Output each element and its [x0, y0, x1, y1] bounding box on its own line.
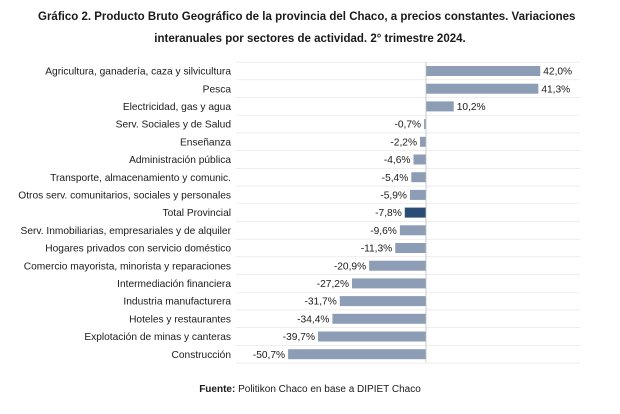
value-label-0: 42,0%	[543, 67, 572, 78]
bar-9	[399, 225, 426, 236]
chart-title-line-2: interanuales por sectores de actividad. …	[154, 33, 466, 45]
bar-7	[409, 189, 426, 200]
bar-6	[411, 172, 426, 183]
bar-10	[395, 243, 426, 253]
category-label-12: Intermediación financiera	[117, 279, 231, 290]
source-text: Politikon Chaco en base a DIPIET Chaco	[235, 384, 421, 395]
value-label-9: -9,6%	[370, 226, 397, 237]
chart-title-line-1: Gráfico 2. Producto Bruto Geográfico de …	[38, 11, 576, 23]
source-note: Fuente: Politikon Chaco en base a DIPIET…	[0, 384, 620, 395]
value-label-1: 41,3%	[541, 84, 570, 95]
value-label-6: -5,4%	[382, 173, 409, 184]
bar-3	[424, 119, 426, 130]
bar-0	[426, 66, 541, 76]
value-label-14: -34,4%	[297, 314, 329, 325]
bar-16	[288, 349, 426, 360]
bars	[288, 66, 541, 360]
value-label-16: -50,7%	[253, 350, 285, 361]
value-label-4: -2,2%	[390, 137, 417, 148]
category-label-9: Serv. Inmobiliarias, empresariales y de …	[21, 226, 232, 237]
category-label-0: Agricultura, ganadería, caza y silvicult…	[45, 67, 231, 78]
category-label-11: Comercio mayorista, minorista y reparaci…	[24, 261, 231, 272]
bar-1	[426, 83, 539, 94]
value-label-5: -4,6%	[384, 155, 411, 166]
category-label-6: Transporte, almacenamiento y comunic.	[50, 173, 231, 184]
value-labels: 42,0% 41,3% 10,2% -0,7% -2,2% -4,6% -5,4% -5,9%…	[253, 67, 572, 361]
bar-4	[420, 136, 426, 147]
category-label-13: Industria manufacturera	[123, 297, 231, 308]
category-label-7: Otros serv. comunitarios, sociales y per…	[18, 191, 231, 202]
bar-15	[318, 331, 426, 342]
category-label-4: Enseñanza	[180, 137, 231, 148]
value-label-2: 10,2%	[457, 102, 486, 113]
bar-12	[352, 278, 426, 289]
category-label-14: Hoteles y restaurantes	[129, 314, 231, 325]
category-label-3: Serv. Sociales y de Salud	[116, 120, 232, 131]
value-label-11: -20,9%	[334, 261, 366, 272]
category-label-5: Administración pública	[129, 155, 231, 166]
category-labels: Agricultura, ganadería, caza y silvicult…	[18, 67, 231, 361]
category-label-2: Electricidad, gas y agua	[123, 102, 231, 113]
bar-2	[426, 101, 454, 112]
bar-14	[332, 313, 426, 324]
category-label-10: Hogares privados con servicio doméstico	[45, 244, 231, 255]
bar-5	[413, 154, 426, 165]
category-label-16: Construcción	[172, 350, 231, 361]
bar-chart: Agricultura, ganadería, caza y silvicult…	[18, 61, 580, 364]
source-label: Fuente:	[199, 384, 236, 395]
category-label-15: Explotación de minas y canteras	[84, 332, 231, 343]
value-label-3: -0,7%	[394, 120, 421, 131]
bar-13	[339, 296, 426, 307]
value-label-8: -7,8%	[375, 208, 402, 219]
value-label-12: -27,2%	[317, 279, 349, 290]
category-label-1: Pesca	[203, 84, 232, 95]
bar-11	[369, 260, 426, 271]
value-label-10: -11,3%	[361, 244, 393, 255]
value-label-15: -39,7%	[283, 332, 315, 343]
grid-lines	[236, 61, 580, 364]
bar-8	[404, 207, 426, 218]
value-label-7: -5,9%	[380, 191, 407, 202]
value-label-13: -31,7%	[304, 297, 336, 308]
chart-title: Gráfico 2. Producto Bruto Geográfico de …	[20, 6, 600, 50]
category-label-8: Total Provincial	[162, 208, 231, 219]
